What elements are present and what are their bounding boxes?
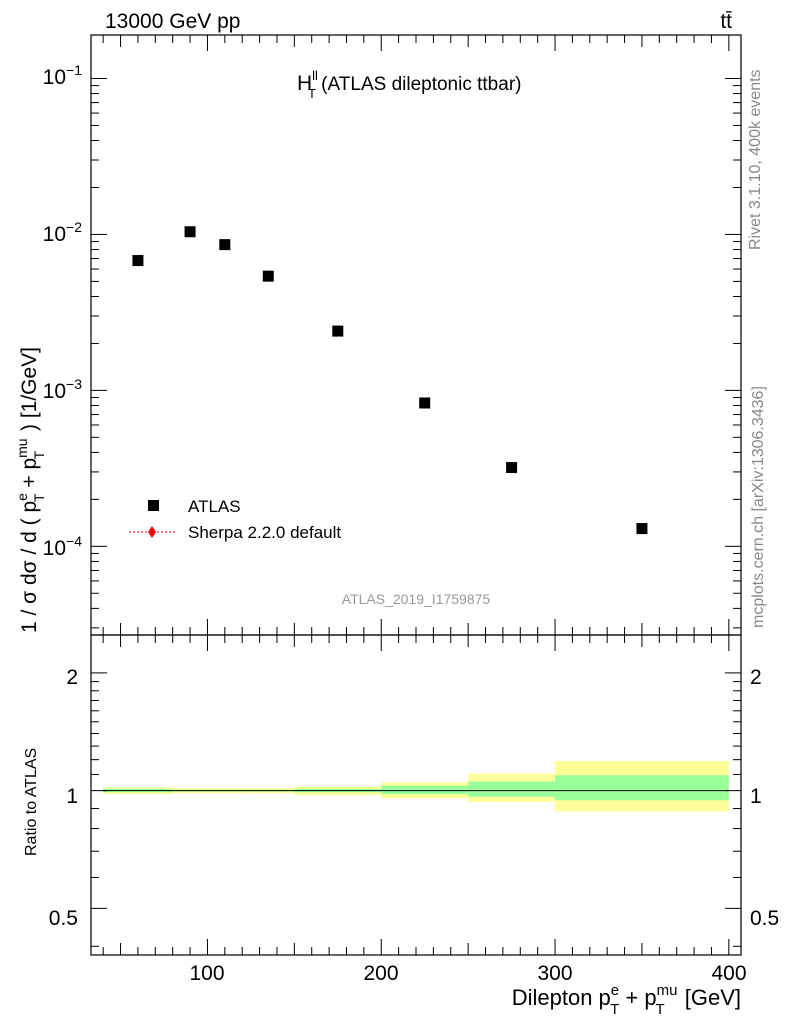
- ratio-axis-ticks: [91, 635, 741, 955]
- ratio-ylabel: Ratio to ATLAS: [23, 748, 40, 856]
- legend-sherpa-marker: [148, 526, 156, 538]
- xtick-label: 100: [189, 962, 224, 985]
- x-axis-label: Dilepton pe T + pmu T [GeV]: [512, 982, 741, 1018]
- data-point: [506, 462, 518, 474]
- ratio-ytick-label-left: 2: [66, 666, 78, 689]
- analysis-watermark: ATLAS_2019_I1759875: [342, 591, 491, 607]
- main-panel: 10−1 10−2 10−3 10−4 Hll T (ATLAS dilepton…: [14, 34, 742, 636]
- data-point: [419, 397, 431, 409]
- ratio-ytick-label-right: 0.5: [750, 907, 779, 930]
- main-ytick-label: 10−4: [43, 533, 83, 560]
- data-point: [262, 270, 274, 282]
- process-label: tt̄: [720, 10, 732, 33]
- mcplots-label: mcplots.cern.ch [arXiv:1306.3436]: [750, 386, 767, 628]
- stat-band-bin: [468, 781, 556, 797]
- ratio-ytick-label-right: 2: [750, 666, 762, 689]
- data-point: [636, 523, 648, 535]
- data-point: [132, 255, 144, 267]
- ratio-ytick-label-left: 0.5: [49, 907, 78, 930]
- main-axis-ticks: [91, 35, 741, 635]
- legend: ATLAS Sherpa 2.2.0 default: [129, 497, 341, 542]
- xtick-label: 200: [363, 962, 398, 985]
- main-ytick-label: 10−3: [43, 376, 83, 403]
- ratio-ytick-label-left: 1: [66, 785, 78, 808]
- legend-atlas-label: ATLAS: [188, 497, 241, 516]
- stat-band-bin: [555, 775, 729, 801]
- svg-text:10−2: 10−2: [43, 219, 83, 246]
- main-ytick-label: 10−1: [43, 62, 83, 89]
- ratio-frame: [90, 634, 742, 956]
- legend-sherpa-label: Sherpa 2.2.0 default: [188, 523, 341, 542]
- plot-title: Hll T (ATLAS dileptonic ttbar): [297, 68, 521, 101]
- main-ytick-label: 10−2: [43, 219, 83, 246]
- legend-atlas-marker: [148, 500, 159, 511]
- main-frame: [90, 34, 742, 636]
- svg-text:10−4: 10−4: [43, 533, 83, 560]
- ratio-ytick-label-right: 1: [750, 785, 762, 808]
- energy-label: 13000 GeV pp: [105, 10, 240, 33]
- main-ylabel: 1 / σ dσ / d ( peT + pmuT ) [1/GeV]: [14, 347, 47, 633]
- atlas-data-points: [132, 226, 648, 535]
- stat-band-bin: [381, 785, 469, 795]
- ratio-panel: 2 1 0.5 2 1 0.5 Ratio to ATLAS: [23, 634, 779, 956]
- data-point: [219, 239, 231, 251]
- xtick-label: 400: [711, 962, 746, 985]
- data-point: [332, 325, 344, 337]
- data-point: [184, 226, 196, 238]
- ratio-uncertainty-bands: [103, 761, 729, 812]
- rivet-label: Rivet 3.1.10, 400k events: [747, 69, 764, 250]
- xtick-label: 300: [537, 962, 572, 985]
- svg-text:10−1: 10−1: [43, 62, 83, 89]
- svg-text:10−3: 10−3: [43, 376, 83, 403]
